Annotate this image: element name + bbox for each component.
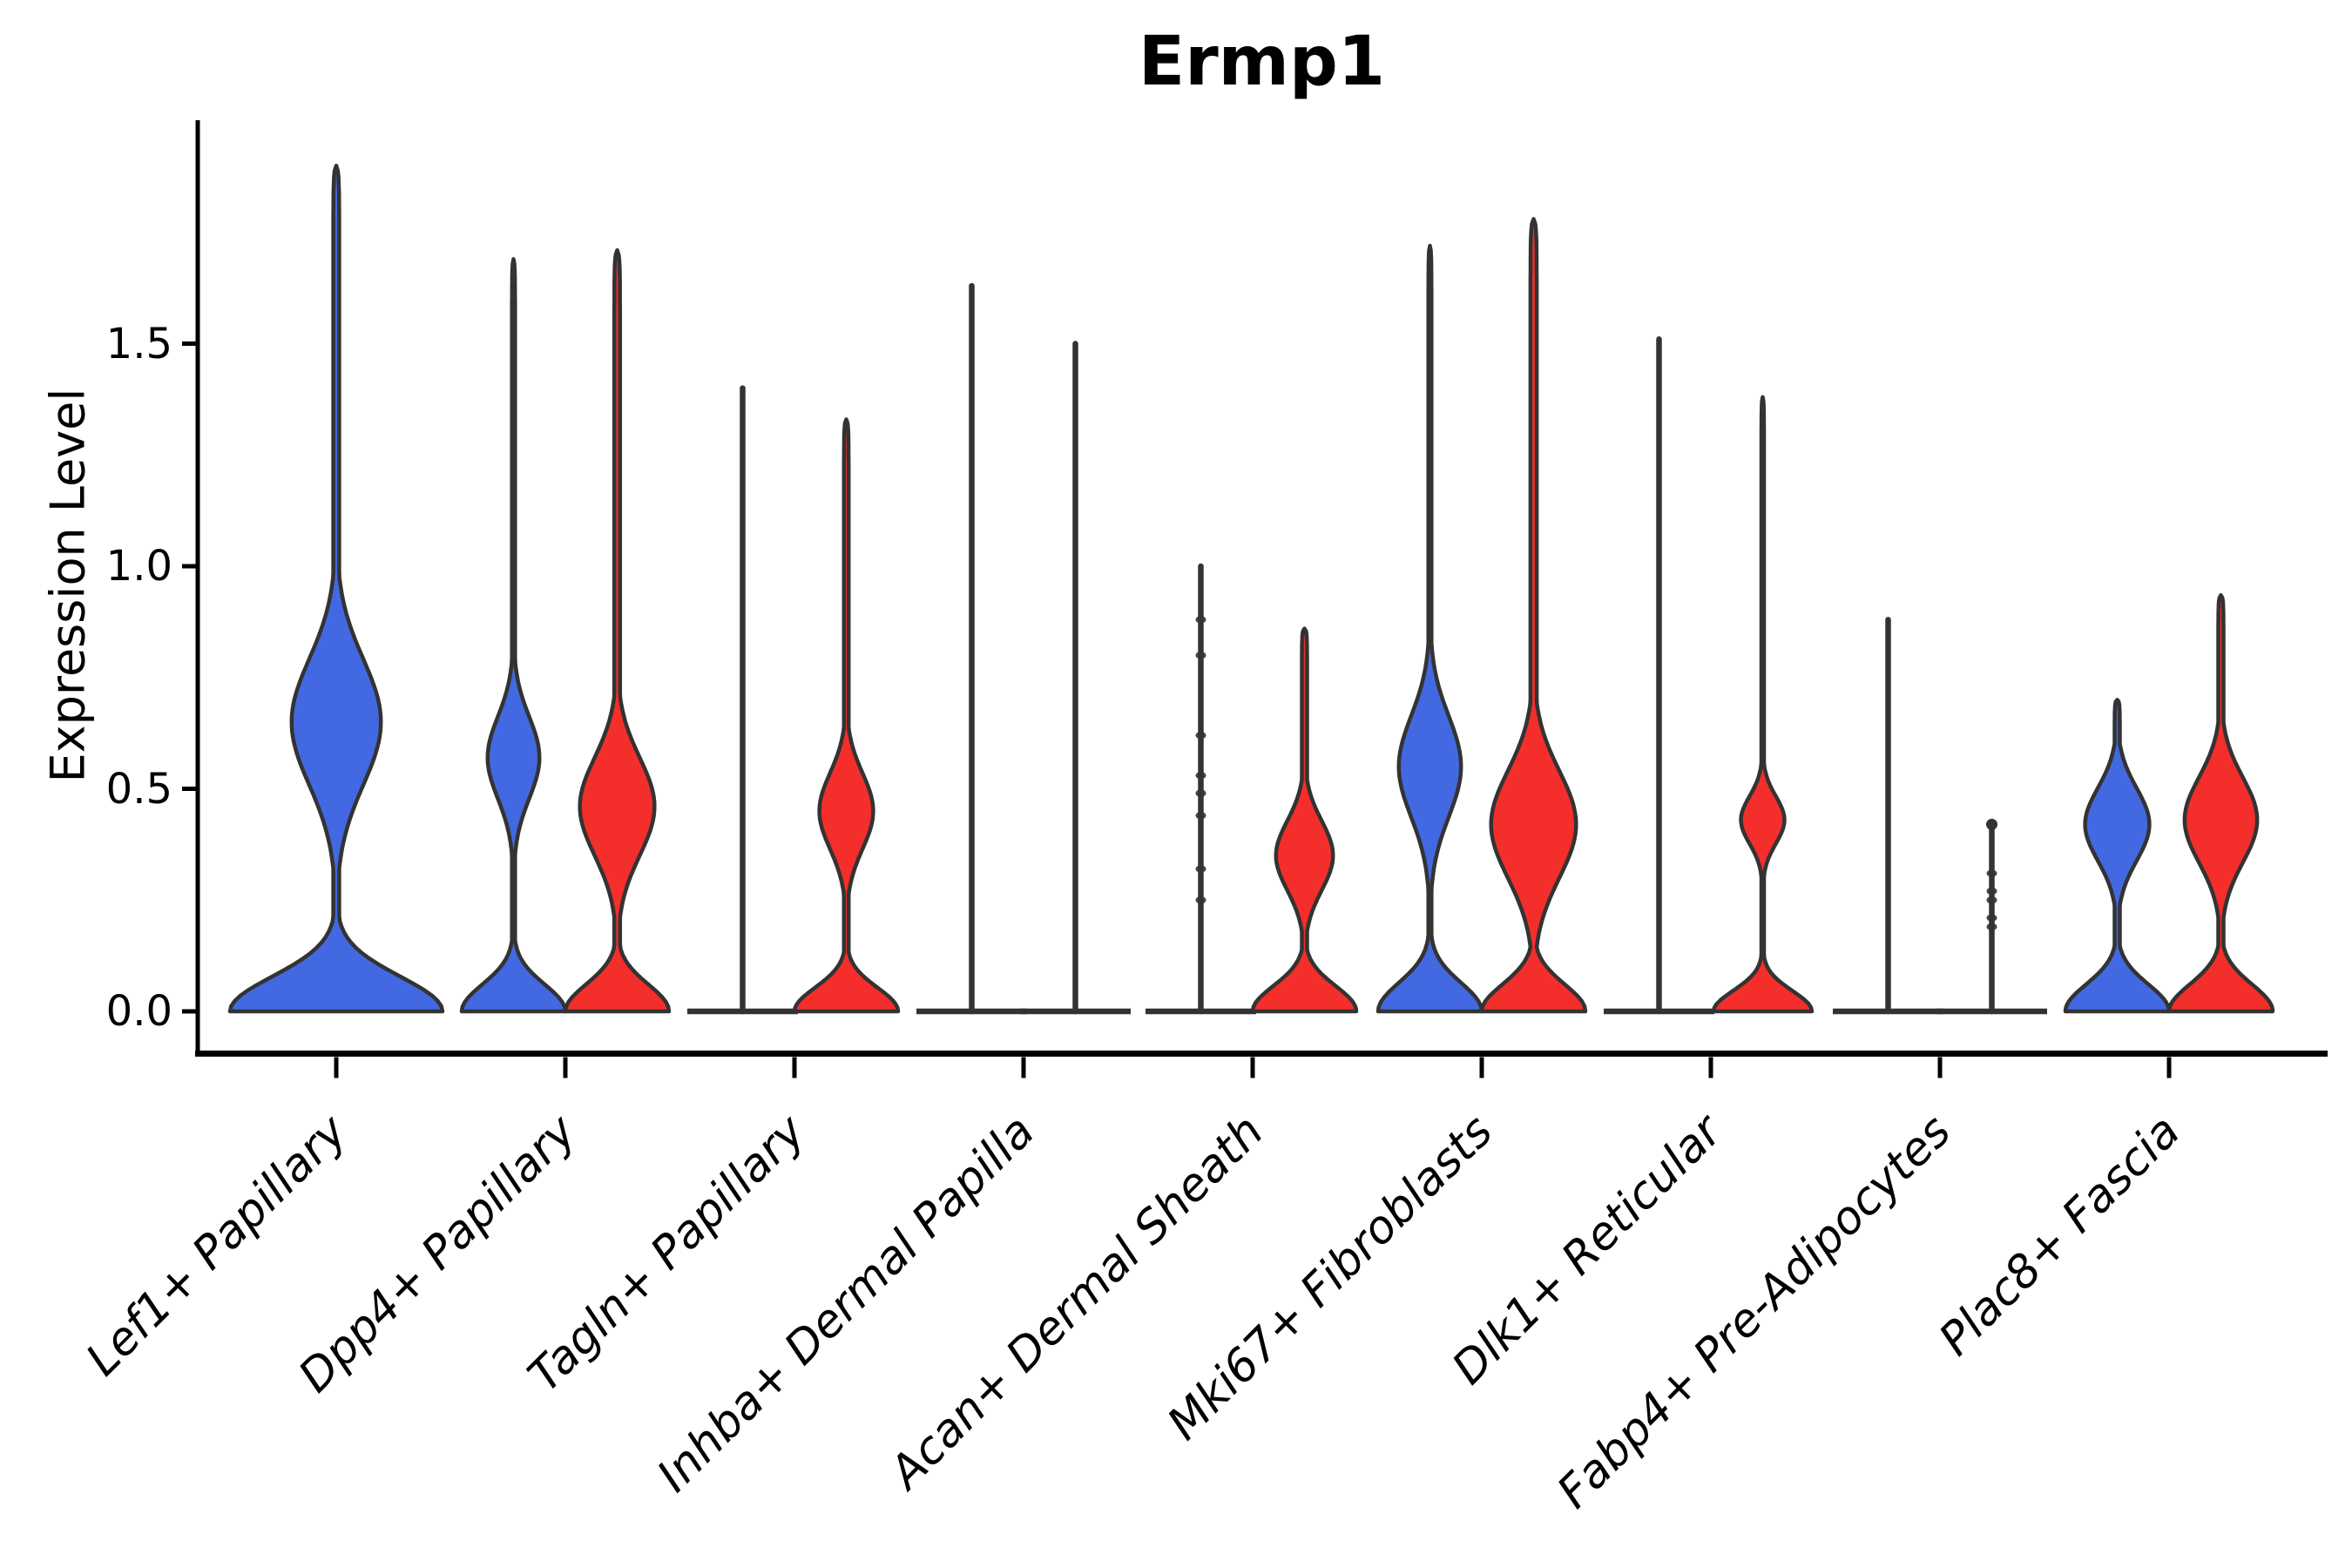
violin-5-blue xyxy=(1375,243,1484,1014)
violin-7-red-dot-0 xyxy=(1986,869,1997,877)
violin-7-red-top-point xyxy=(1986,818,1997,830)
y-tick-label-2: 1.0 xyxy=(105,542,172,591)
y-tick-label-0: 0.0 xyxy=(105,987,172,1036)
violin-7-red-dot-1 xyxy=(1986,887,1997,896)
violin-7-red-dot-2 xyxy=(1986,896,1997,904)
violin-7-red-dot-4 xyxy=(1986,923,1997,931)
violin-4-blue-dot-1 xyxy=(1195,652,1206,659)
x-tick-label-8: Plac8+ Fascia xyxy=(1930,1105,2190,1366)
violin-4-blue-dot-7 xyxy=(1195,896,1206,904)
violin-1-blue xyxy=(459,257,568,1014)
violin-4-blue-dot-4 xyxy=(1195,789,1206,797)
y-tick-label-3: 1.5 xyxy=(105,319,172,368)
x-tick-label-7: Fabp4+ Pre-Adipocytes xyxy=(1548,1105,1962,1519)
violin-4-blue-dot-3 xyxy=(1195,771,1206,780)
violin-4-blue-dot-5 xyxy=(1195,811,1206,820)
violin-5-red xyxy=(1479,217,1588,1014)
violin-4-blue-dot-2 xyxy=(1195,731,1206,740)
violin-2-red xyxy=(792,417,901,1014)
y-tick-label-1: 0.5 xyxy=(105,764,172,814)
violin-8-red xyxy=(2166,592,2275,1014)
violin-8-blue xyxy=(2063,698,2172,1014)
violin-4-red xyxy=(1250,626,1359,1014)
violin-4-blue-dot-0 xyxy=(1195,616,1206,624)
violin-7-red-dot-3 xyxy=(1986,914,1997,922)
x-tick-label-3: Inhba+ Dermal Papilla xyxy=(647,1105,1044,1503)
chart-title: Ermp1 xyxy=(1138,23,1386,101)
violin-0-blue xyxy=(227,163,445,1014)
violin-6-red xyxy=(1711,395,1815,1014)
x-tick-label-4: Acan+ Dermal Sheath xyxy=(878,1105,1274,1501)
violin-1-red xyxy=(563,247,672,1014)
violin-4-blue-dot-6 xyxy=(1195,865,1206,873)
